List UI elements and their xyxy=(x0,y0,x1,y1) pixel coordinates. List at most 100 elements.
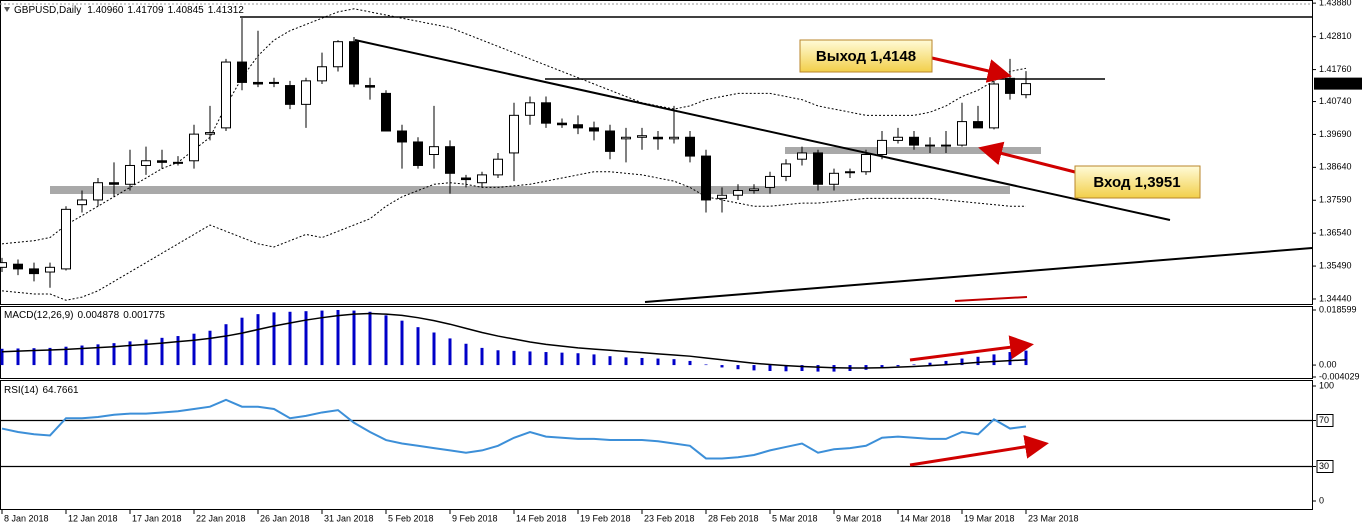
y-tick-label: -0.004029 xyxy=(1319,371,1360,381)
macd-bar xyxy=(1008,352,1012,366)
high: 1.41709 xyxy=(127,5,164,16)
x-tick-label: 5 Mar 2018 xyxy=(772,513,818,523)
support-zone xyxy=(50,186,1010,194)
close: 1.41312 xyxy=(208,5,245,16)
macd-bar xyxy=(928,362,932,366)
candle-body xyxy=(61,208,71,270)
arrow xyxy=(909,434,1049,467)
candle-body xyxy=(637,135,647,138)
macd-bar xyxy=(592,354,596,366)
x-tick-label: 19 Mar 2018 xyxy=(964,513,1015,523)
macd-bar xyxy=(944,360,948,366)
macd-bar xyxy=(608,356,612,366)
candle-body xyxy=(701,155,711,201)
macd-bar xyxy=(96,344,100,366)
candle-body xyxy=(765,175,775,188)
y-tick-label: 1.35490 xyxy=(1319,260,1352,270)
candle-body xyxy=(781,163,791,177)
macd-bar xyxy=(208,330,212,366)
macd-bar xyxy=(496,350,500,366)
macd-bar xyxy=(256,314,260,366)
candle-body xyxy=(493,158,503,176)
macd-bar xyxy=(1024,350,1028,366)
candle-body xyxy=(685,136,695,157)
candle-body xyxy=(221,61,231,129)
macd-bar xyxy=(640,357,644,366)
open: 1.40960 xyxy=(87,5,124,16)
candle-body xyxy=(461,177,471,181)
candle-body xyxy=(877,139,887,156)
macd-bar xyxy=(112,343,116,366)
callout-box xyxy=(799,39,933,73)
macd-bar xyxy=(784,365,788,372)
arrow xyxy=(909,335,1034,362)
candle-body xyxy=(653,136,663,140)
current-price-box xyxy=(1314,77,1362,90)
macd-bar xyxy=(272,312,276,366)
candle-body xyxy=(1005,77,1015,94)
macd-title: MACD(12,26,9) xyxy=(4,310,73,321)
trend-line xyxy=(644,247,1313,303)
candle-body xyxy=(509,114,519,154)
signal-line xyxy=(1,312,1027,369)
rsi-line xyxy=(1,398,1027,460)
candle-body xyxy=(525,102,535,116)
arrow xyxy=(978,141,1076,174)
y-tick-label: 70 xyxy=(1319,415,1329,425)
candle-body xyxy=(205,132,215,135)
macd-bar xyxy=(336,309,340,366)
x-tick-label: 14 Feb 2018 xyxy=(516,513,567,523)
y-tick-label: 1.36540 xyxy=(1319,228,1352,238)
trend-line xyxy=(354,39,1171,221)
candle-body xyxy=(157,160,167,163)
macd-bar xyxy=(400,320,404,366)
low: 1.40845 xyxy=(168,5,205,16)
candle-body xyxy=(429,146,439,156)
candle-body xyxy=(445,146,455,174)
candle-body xyxy=(141,160,151,166)
candle-body xyxy=(861,154,871,173)
menu-icon[interactable] xyxy=(4,7,10,12)
macd-bar xyxy=(528,351,532,366)
macd-bar xyxy=(368,311,372,366)
callout-text: Вход 1,3951 xyxy=(1093,174,1180,191)
y-tick-label: 1.34440 xyxy=(1319,293,1352,303)
current-price-label: 1.41312 xyxy=(1319,78,1352,88)
symbol: GBPUSD,Daily xyxy=(14,5,81,16)
candle-body xyxy=(77,199,87,206)
callout-text: Выход 1,4148 xyxy=(816,48,916,65)
macd-bar xyxy=(224,324,228,366)
macd-bar xyxy=(688,360,692,366)
macd-bar xyxy=(976,356,980,366)
macd-bar xyxy=(816,365,820,372)
entry-zone xyxy=(785,147,1041,154)
y-tick-label: 100 xyxy=(1319,380,1334,390)
y-tick-label: 0.00 xyxy=(1319,359,1337,369)
macd-bar xyxy=(176,336,180,366)
y-tick-label: 1.43880 xyxy=(1319,0,1352,8)
candle-body xyxy=(669,136,679,140)
candle-body xyxy=(749,188,759,192)
candle-body xyxy=(125,164,135,185)
y-tick-label: 1.40740 xyxy=(1319,96,1352,106)
candle-body xyxy=(365,85,375,88)
candle-body xyxy=(989,83,999,129)
arrow xyxy=(931,56,1012,83)
x-tick-label: 12 Jan 2018 xyxy=(68,513,118,523)
candle-body xyxy=(0,262,7,268)
macd-bar xyxy=(288,311,292,366)
candle-body xyxy=(93,182,103,201)
macd-bar xyxy=(720,365,724,368)
signal-value: 0.001775 xyxy=(123,310,165,321)
candle-body xyxy=(1021,83,1031,96)
macd-bar xyxy=(752,365,756,371)
y-tick-label: 1.39690 xyxy=(1319,129,1352,139)
candle-body xyxy=(29,268,39,275)
macd-value: 0.004878 xyxy=(77,310,119,321)
macd-bar xyxy=(352,310,356,366)
candle-body xyxy=(541,102,551,124)
macd-bar xyxy=(32,348,36,366)
macd-bar xyxy=(880,365,884,369)
level-label-box xyxy=(1316,460,1334,473)
